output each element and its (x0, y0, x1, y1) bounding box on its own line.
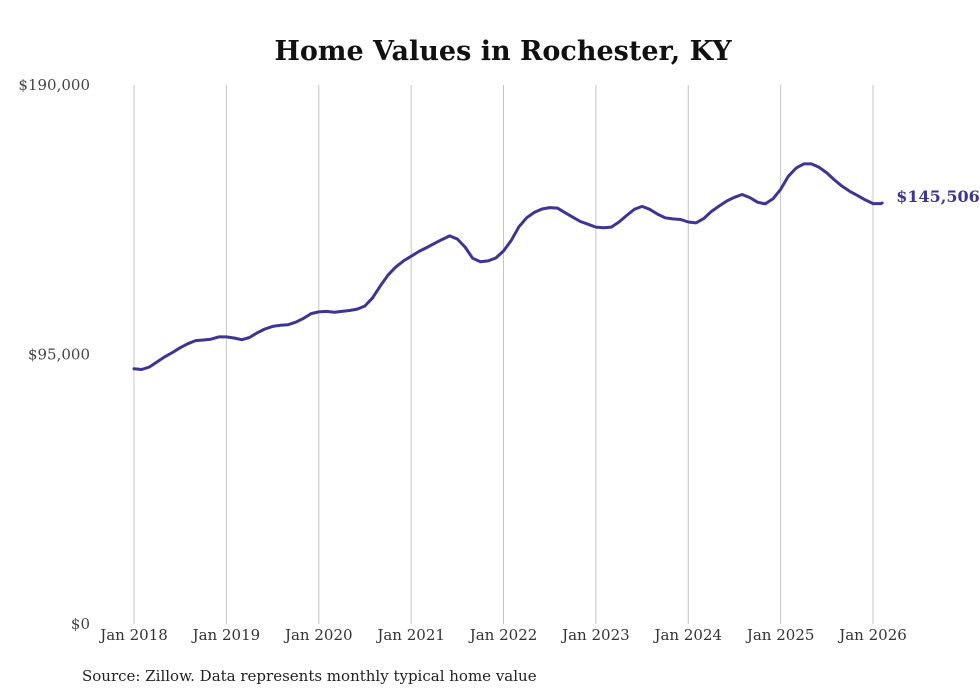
end-value-label: $145,506 (896, 187, 980, 206)
x-tick-label: Jan 2020 (283, 626, 353, 644)
x-tick-label: Jan 2018 (98, 626, 168, 644)
series-line (132, 162, 884, 371)
x-tick-label: Jan 2023 (560, 626, 630, 644)
x-tick-label: Jan 2024 (652, 626, 722, 644)
y-tick-label: $95,000 (28, 346, 90, 364)
y-axis: $0 $95,000 $190,000 (18, 76, 90, 633)
x-tick-label: Jan 2026 (837, 626, 907, 644)
x-tick-label: Jan 2021 (375, 626, 445, 644)
source-note: Source: Zillow. Data represents monthly … (82, 667, 537, 685)
gridlines (133, 85, 874, 624)
x-axis: Jan 2018 Jan 2019 Jan 2020 Jan 2021 Jan 2022… (98, 626, 907, 644)
y-tick-label: $0 (71, 615, 90, 633)
x-tick-label: Jan 2022 (468, 626, 538, 644)
chart-title: Home Values in Rochester, KY (274, 36, 732, 67)
x-tick-label: Jan 2025 (745, 626, 815, 644)
y-tick-label: $190,000 (18, 76, 90, 94)
x-tick-label: Jan 2019 (191, 626, 261, 644)
